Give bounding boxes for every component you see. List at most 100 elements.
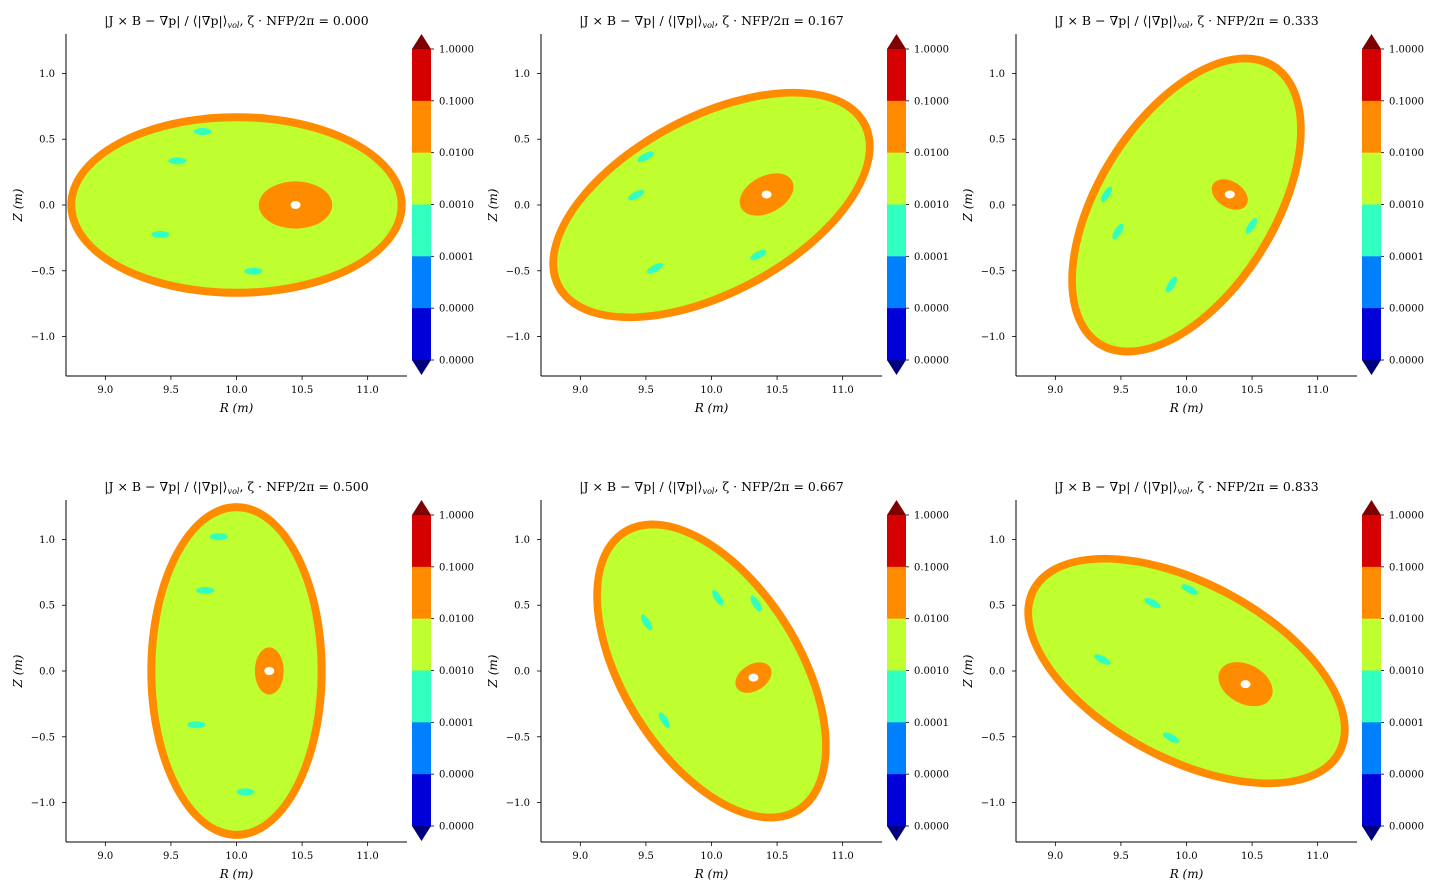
y-tick-label: 0.5 xyxy=(989,135,1005,146)
colorbar-tick-label: 0.0000 xyxy=(914,356,949,367)
x-tick-label: 10.0 xyxy=(1175,851,1197,862)
x-tick-label: 10.5 xyxy=(766,385,788,396)
colorbar-band xyxy=(1362,49,1381,102)
x-tick-label: 10.0 xyxy=(1175,385,1197,396)
y-tick-label: −0.5 xyxy=(31,266,55,277)
y-axis-label: Z (m) xyxy=(961,654,975,688)
plot-panel-4: |J × B − ∇p| / ⟨|∇p|⟩vol, ζ · NFP/2π = 0… xyxy=(11,479,474,881)
colorbar-over-arrow xyxy=(1362,500,1381,515)
patch-band-0.0001 xyxy=(168,157,187,165)
colorbar: 1.0000 0.1000 0.0100 0.0010 0.0001 0.0000 0.00… xyxy=(887,500,949,841)
x-axis-label: R (m) xyxy=(694,867,729,881)
x-tick-label: 10.5 xyxy=(766,851,788,862)
patch-band-0.0001 xyxy=(209,533,228,541)
patch-band-0.0001 xyxy=(712,589,724,606)
hotspot-core xyxy=(748,673,759,682)
colorbar-tick-label: 0.0000 xyxy=(914,770,949,781)
colorbar-over-arrow xyxy=(412,500,431,515)
x-axis-label: R (m) xyxy=(1169,867,1204,881)
colorbar-tick-label: 0.0001 xyxy=(914,252,949,263)
colorbar-band xyxy=(1362,670,1381,723)
colorbar-band xyxy=(412,152,431,205)
patch-band-0.0001 xyxy=(1165,276,1177,293)
title-subscript: vol xyxy=(228,21,240,30)
colorbar-tick-label: 0.0010 xyxy=(439,200,474,211)
colorbar-tick-label: 0.0000 xyxy=(439,304,474,315)
y-tick-label: 0.0 xyxy=(39,201,55,212)
patch-band-0.0001 xyxy=(151,230,170,238)
patch-band-0.0001 xyxy=(640,614,653,631)
colorbar-tick-label: 0.0001 xyxy=(914,718,949,729)
x-tick-label: 10.5 xyxy=(291,385,313,396)
y-tick-label: −1.0 xyxy=(31,332,55,343)
patch-band-0.0001 xyxy=(658,712,670,729)
x-tick-label: 9.0 xyxy=(572,385,588,396)
colorbar: 1.0000 0.1000 0.0100 0.0010 0.0001 0.0000 0.00… xyxy=(1362,500,1424,841)
title-rest: , ζ · NFP/2π = 0.000 xyxy=(239,13,368,28)
colorbar-band xyxy=(887,566,906,620)
title-subscript: vol xyxy=(1178,21,1190,30)
colorbar: 1.0000 0.1000 0.0100 0.0010 0.0001 0.0000 0.00… xyxy=(412,500,474,841)
colorbar-tick-label: 0.0100 xyxy=(914,148,949,159)
y-tick-label: −1.0 xyxy=(981,332,1005,343)
x-tick-label: 10.5 xyxy=(1241,851,1263,862)
y-tick-label: −0.5 xyxy=(981,266,1005,277)
colorbar-band xyxy=(412,566,431,620)
y-tick-label: 0.0 xyxy=(514,201,530,212)
colorbar-tick-label: 0.0000 xyxy=(1389,770,1424,781)
interior-band-0.001 xyxy=(75,121,398,289)
patch-band-0.0001 xyxy=(1144,597,1161,609)
y-tick-label: 1.0 xyxy=(514,69,530,80)
colorbar-tick-label: 0.0100 xyxy=(1389,614,1424,625)
plot-title: |J × B − ∇p| / ⟨|∇p|⟩vol, ζ · NFP/2π = 0… xyxy=(104,13,368,30)
colorbar: 1.0000 0.1000 0.0100 0.0010 0.0001 0.0000 0.00… xyxy=(887,34,949,375)
plot-panel-3: |J × B − ∇p| / ⟨|∇p|⟩vol, ζ · NFP/2π = 0… xyxy=(961,13,1424,415)
plot-title: |J × B − ∇p| / ⟨|∇p|⟩vol, ζ · NFP/2π = 0… xyxy=(1054,13,1318,30)
y-tick-label: 0.5 xyxy=(39,135,55,146)
contour-area xyxy=(549,88,874,322)
colorbar: 1.0000 0.1000 0.0100 0.0010 0.0001 0.0000 0.00… xyxy=(412,34,474,375)
colorbar-over-arrow xyxy=(887,500,906,515)
x-tick-label: 11.0 xyxy=(357,851,379,862)
x-tick-label: 9.0 xyxy=(97,851,113,862)
colorbar-tick-label: 1.0000 xyxy=(1389,45,1424,56)
contour-area xyxy=(1068,54,1305,356)
colorbar-band xyxy=(887,670,906,723)
y-tick-label: 0.5 xyxy=(514,601,530,612)
title-main: |J × B − ∇p| / ⟨|∇p|⟩ xyxy=(579,13,702,28)
x-axis-label: R (m) xyxy=(694,401,729,415)
title-main: |J × B − ∇p| / ⟨|∇p|⟩ xyxy=(1054,479,1177,494)
colorbar-tick-label: 0.0000 xyxy=(439,356,474,367)
colorbar-tick-label: 0.0100 xyxy=(439,148,474,159)
x-tick-label: 11.0 xyxy=(832,851,854,862)
title-main: |J × B − ∇p| / ⟨|∇p|⟩ xyxy=(104,13,227,28)
colorbar-band xyxy=(1362,566,1381,620)
title-subscript: vol xyxy=(703,21,715,30)
x-tick-label: 10.0 xyxy=(225,851,247,862)
x-axis-label: R (m) xyxy=(219,401,254,415)
colorbar-under-arrow xyxy=(412,826,431,841)
colorbar-tick-label: 0.0001 xyxy=(439,718,474,729)
interior-band-0.001 xyxy=(600,528,823,814)
y-tick-label: −1.0 xyxy=(506,332,530,343)
x-tick-label: 9.0 xyxy=(1047,851,1063,862)
hotspot-core xyxy=(264,667,275,675)
y-tick-label: 1.0 xyxy=(514,535,530,546)
x-axis-label: R (m) xyxy=(1169,401,1204,415)
title-main: |J × B − ∇p| / ⟨|∇p|⟩ xyxy=(579,479,702,494)
colorbar-tick-label: 0.1000 xyxy=(914,96,949,107)
colorbar-tick-label: 0.0000 xyxy=(914,304,949,315)
colorbar-band xyxy=(1362,722,1381,775)
colorbar-tick-label: 0.0010 xyxy=(914,666,949,677)
y-axis-label: Z (m) xyxy=(11,654,25,688)
colorbar-tick-label: 0.0010 xyxy=(439,666,474,677)
colorbar-under-arrow xyxy=(412,360,431,375)
y-axis-label: Z (m) xyxy=(961,188,975,222)
title-subscript: vol xyxy=(1178,487,1190,496)
patch-band-0.0001 xyxy=(187,721,206,729)
colorbar-band xyxy=(1362,256,1381,309)
colorbar-under-arrow xyxy=(1362,360,1381,375)
title-main: |J × B − ∇p| / ⟨|∇p|⟩ xyxy=(104,479,227,494)
interior-band-0.001 xyxy=(1075,62,1298,348)
x-tick-label: 10.0 xyxy=(225,385,247,396)
